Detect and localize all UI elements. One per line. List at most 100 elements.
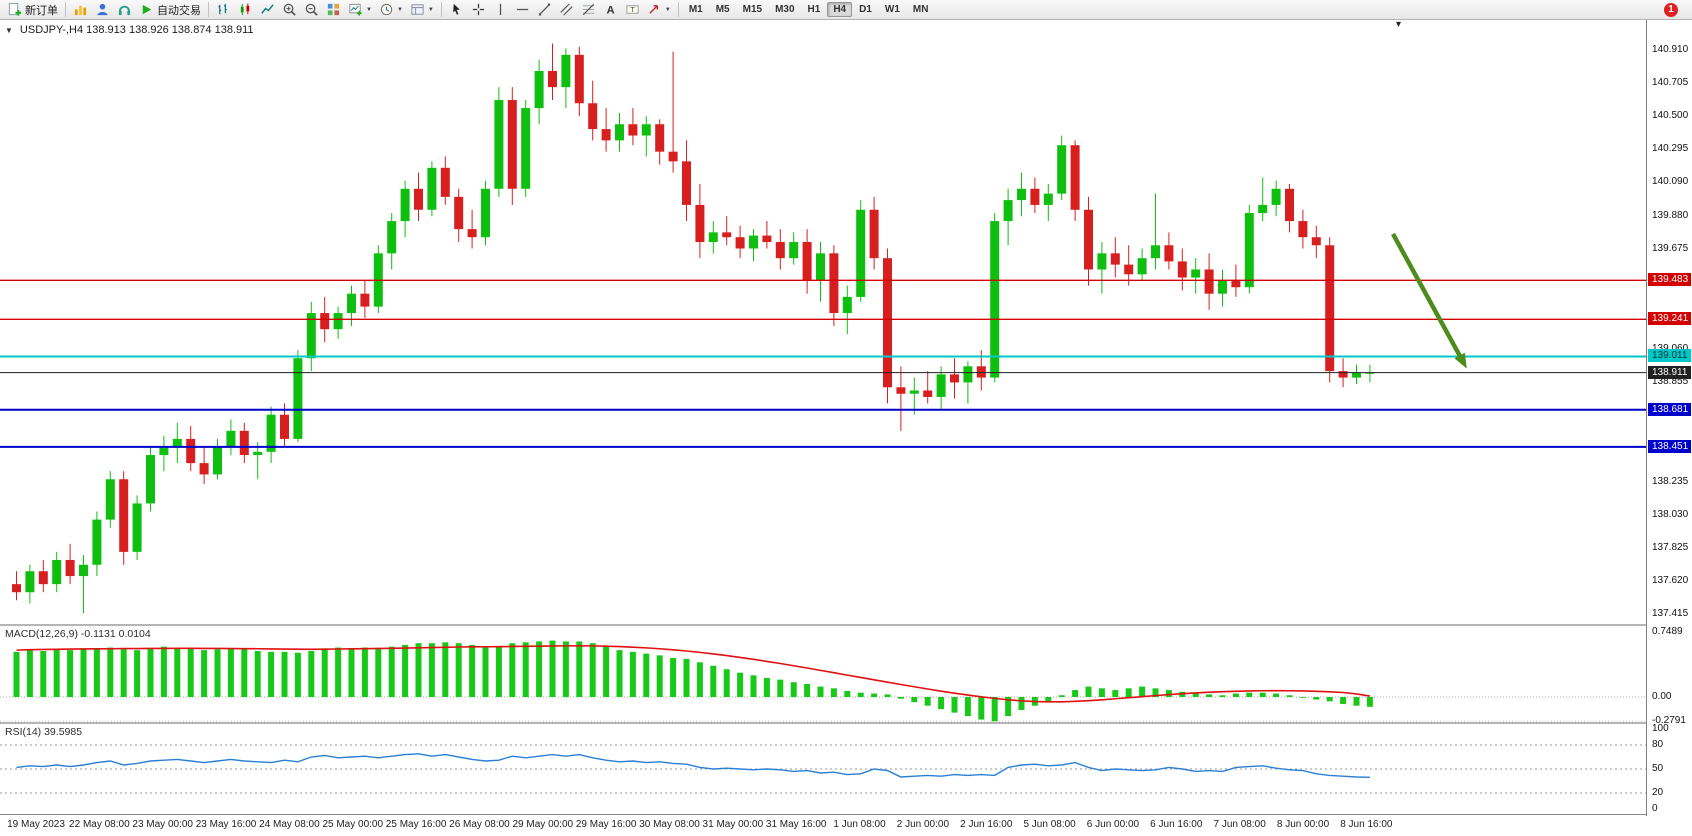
candle-body [454, 196, 464, 230]
arrows-tool[interactable]: ▼ [644, 1, 674, 18]
templates-button[interactable]: ▼ [407, 1, 437, 18]
new-chart-button[interactable]: ▼ [345, 1, 375, 18]
candle-body [293, 358, 303, 439]
timeframe-mn[interactable]: MN [912, 4, 929, 15]
periods-button[interactable]: ▼ [376, 1, 406, 18]
time-axis-label: 2 Jun 00:00 [896, 819, 950, 830]
line-chart-button[interactable] [257, 1, 278, 18]
time-axis[interactable]: 19 May 2023 22 May 08:00 23 May 00:00 23 Ma… [0, 815, 1646, 836]
zoom-in-icon [283, 3, 296, 16]
notification-badge[interactable]: 1 [1664, 2, 1678, 17]
text-label-tool[interactable]: T [622, 1, 643, 18]
macd-histogram-bar [924, 697, 931, 706]
macd-histogram-bar [469, 644, 476, 697]
rsi-label: RSI(14) 39.5985 [5, 726, 83, 738]
macd-histogram-bar [214, 649, 221, 697]
candle-body [52, 559, 62, 585]
horizontal-line-icon [516, 8, 528, 11]
candle-body [883, 258, 892, 388]
chevron-down-icon: ▼ [427, 6, 434, 13]
macd-histogram-bar [576, 641, 583, 697]
crosshair-tool-button[interactable] [468, 1, 489, 18]
macd-histogram-bar [911, 697, 918, 703]
candle-body [1191, 269, 1201, 278]
auto-trading-button[interactable]: 自动交易 [136, 1, 204, 19]
new-order-button[interactable]: 新订单 [4, 1, 61, 19]
charts-button[interactable] [70, 1, 91, 18]
annotation-arrow[interactable] [1391, 232, 1464, 361]
rsi-pane[interactable]: RSI(14) 39.5985 [0, 724, 1646, 814]
charts-icon [74, 5, 87, 16]
zoom-in-button[interactable] [279, 1, 300, 18]
trendline-tool[interactable] [534, 1, 555, 18]
candle-body [668, 151, 678, 162]
candle-body [762, 235, 772, 243]
pane-splitter[interactable] [0, 722, 1692, 724]
candle-body [695, 204, 705, 243]
macd-histogram-bar [120, 649, 127, 697]
macd-pane[interactable]: MACD(12,26,9) -0.1131 0.0104 [0, 626, 1646, 722]
fibonacci-icon [582, 3, 594, 16]
candle-body [521, 108, 531, 189]
macd-histogram-bar [67, 650, 74, 697]
candle-body [38, 571, 48, 585]
macd-histogram-bar [80, 648, 87, 697]
bar-chart-button[interactable] [213, 1, 234, 18]
candle-body [789, 242, 799, 259]
candle-body [588, 103, 598, 130]
pane-splitter[interactable] [0, 624, 1692, 626]
macd-histogram-bar [1098, 688, 1105, 697]
macd-histogram-bar [522, 642, 529, 697]
rsi-chart [0, 744, 1646, 794]
support-button[interactable] [114, 1, 135, 18]
horizontal-line-tool[interactable] [512, 1, 533, 18]
macd-histogram-bar [683, 658, 690, 697]
time-axis-label: 2 Jun 16:00 [960, 819, 1013, 830]
text-tool[interactable]: A [600, 1, 621, 18]
timeframe-w1[interactable]: W1 [884, 4, 900, 15]
timeframe-d1[interactable]: D1 [859, 4, 872, 15]
candle-body [735, 237, 745, 249]
fibonacci-tool[interactable] [578, 1, 599, 18]
macd-histogram-bar [536, 641, 543, 697]
timeframe-h4[interactable]: H4 [827, 2, 853, 17]
market-watch-button[interactable] [92, 1, 113, 18]
tile-windows-icon [327, 3, 340, 16]
candles-layer [12, 43, 1375, 614]
time-axis-label: 7 Jun 08:00 [1213, 819, 1266, 830]
channel-tool[interactable] [556, 1, 577, 18]
time-axis-label: 29 May 16:00 [575, 819, 637, 830]
tile-windows-button[interactable] [323, 1, 344, 18]
candle-body [280, 414, 289, 439]
candle-body [950, 374, 959, 383]
zoom-out-button[interactable] [301, 1, 322, 18]
cursor-tool-button[interactable] [446, 1, 467, 18]
macd-histogram-bar [335, 647, 342, 697]
timeframe-h1[interactable]: H1 [807, 4, 821, 15]
candle-body [400, 188, 410, 222]
timeframe-m1[interactable]: M1 [688, 4, 703, 15]
timeframe-m5[interactable]: M5 [715, 4, 730, 15]
macd-histogram-bar [348, 648, 355, 697]
candle-body [266, 414, 276, 452]
price-pane[interactable]: ▼ USDJPY-,H4 138.913 138.926 138.874 138… [0, 19, 1646, 624]
candle-body [1124, 264, 1134, 275]
price-chart[interactable] [0, 20, 1646, 624]
vertical-line-tool[interactable] [490, 1, 511, 18]
candle-body [1285, 188, 1294, 222]
annotation-arrow-head [1454, 352, 1467, 369]
candle-body [1030, 188, 1040, 205]
timeframe-m15[interactable]: M15 [742, 4, 763, 15]
macd-histogram-bar [442, 642, 449, 697]
price-axis[interactable]: 140.910 140.705 140.500 140.295 140.090 139.8… [1646, 20, 1692, 816]
macd-histogram-bar [964, 697, 971, 717]
timeframe-m30[interactable]: M30 [775, 4, 795, 15]
macd-histogram-bar [1018, 697, 1025, 711]
candle-body [226, 430, 236, 447]
one-click-trading-toggle[interactable]: ▼ [5, 25, 13, 35]
candlestick-chart-button[interactable] [235, 1, 256, 18]
candle-body [749, 235, 758, 249]
chart-shift-marker[interactable]: ▾ [1396, 19, 1402, 30]
new-order-label: 新订单 [25, 4, 58, 17]
candle-body [467, 229, 477, 238]
